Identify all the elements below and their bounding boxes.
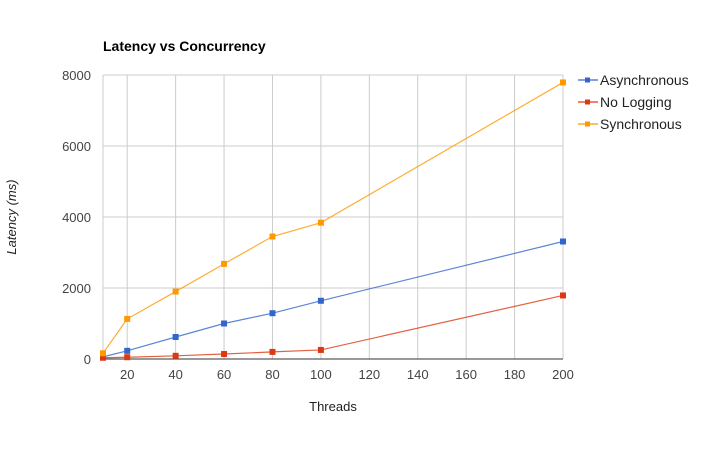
y-axis-label: Latency (ms) (4, 179, 19, 254)
y-tick-label: 8000 (62, 68, 91, 83)
data-point (269, 233, 276, 240)
series-line-no-logging (102, 294, 564, 359)
data-point (560, 79, 566, 86)
legend-label: Synchronous (600, 116, 682, 132)
series-line-asynchronous (102, 240, 564, 358)
x-tick-label: 20 (120, 367, 134, 382)
data-point (269, 310, 276, 317)
data-point (100, 354, 106, 361)
data-point (100, 350, 106, 357)
x-tick-label: 160 (455, 367, 477, 382)
data-point (221, 351, 228, 358)
legend-label: No Logging (600, 94, 672, 110)
x-tick-label: 40 (168, 367, 182, 382)
data-point (317, 346, 324, 353)
grid (102, 74, 564, 360)
y-tick-label: 4000 (62, 210, 91, 225)
legend-marker (585, 121, 590, 127)
series-lines (100, 79, 566, 361)
x-tick-label: 100 (310, 367, 332, 382)
data-point (317, 297, 324, 304)
data-point (560, 292, 566, 299)
data-point (560, 238, 566, 245)
y-tick-label: 0 (84, 352, 91, 367)
x-tick-label: 200 (552, 367, 574, 382)
chart-title: Latency vs Concurrency (103, 38, 266, 54)
series-line-synchronous (102, 81, 564, 354)
x-tick-label: 140 (407, 367, 429, 382)
data-point (172, 333, 179, 340)
x-axis-label: Threads (309, 399, 357, 414)
data-point (124, 315, 131, 322)
legend-marker (585, 77, 590, 83)
legend-marker (585, 99, 590, 105)
data-point (317, 219, 324, 226)
tick-labels: 20 40 60 80 100 120 140 160 180 20002000400060008… (62, 68, 574, 382)
x-tick-label: 180 (504, 367, 526, 382)
data-point (221, 320, 228, 327)
data-point (172, 352, 179, 359)
legend: Asynchronous No Logging Synchronous (578, 72, 689, 132)
legend-label: Asynchronous (600, 72, 689, 88)
x-tick-label: 120 (358, 367, 380, 382)
data-point (124, 354, 131, 361)
x-tick-label: 80 (265, 367, 279, 382)
x-tick-label: 60 (217, 367, 231, 382)
data-point (172, 288, 179, 295)
data-point (124, 347, 131, 354)
data-point (221, 260, 228, 267)
data-point (269, 348, 276, 355)
y-tick-label: 2000 (62, 281, 91, 296)
y-tick-label: 6000 (62, 139, 91, 154)
